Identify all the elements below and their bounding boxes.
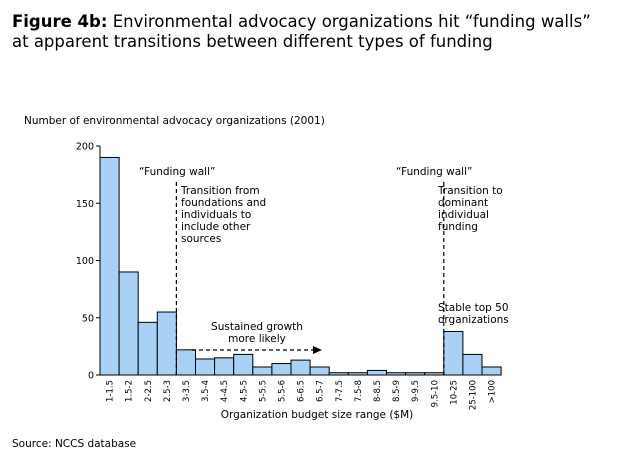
wall-annotation-line: individuals to bbox=[181, 209, 251, 221]
wall-annotation-line: Transition to bbox=[437, 185, 503, 197]
wall-annotation-line: dominant bbox=[438, 197, 488, 209]
x-tick-label: 5.5-6 bbox=[277, 380, 287, 402]
bar->100 bbox=[481, 366, 502, 376]
x-tick-label: 7-7.5 bbox=[335, 380, 345, 402]
growth-arrow-head bbox=[313, 346, 322, 354]
y-tick-label: 200 bbox=[76, 142, 94, 153]
x-tick-label: 1.5-2 bbox=[125, 380, 135, 402]
wall-annotation-line: funding bbox=[438, 221, 478, 233]
x-tick-label: 4.5-5 bbox=[239, 380, 249, 402]
growth-annotation-line: Sustained growth bbox=[211, 321, 303, 333]
wall-annotation-line: sources bbox=[181, 233, 221, 245]
x-tick-label: 6-6.5 bbox=[297, 380, 307, 402]
x-tick-label: 4-4.5 bbox=[220, 380, 230, 402]
bar-1.5-2 bbox=[118, 271, 139, 376]
x-tick-label: 25-100 bbox=[468, 380, 478, 410]
x-tick-label: 2.5-3 bbox=[163, 380, 173, 402]
x-tick-label: 6.5-7 bbox=[316, 380, 326, 402]
bar-1-1.5 bbox=[99, 156, 120, 376]
x-tick-label: 7.5-8 bbox=[354, 380, 364, 402]
bar-5-5.5 bbox=[252, 366, 273, 376]
y-tick-label: 50 bbox=[82, 313, 94, 324]
bar-6.5-7 bbox=[309, 366, 330, 376]
wall-annotation-line: Transition from bbox=[180, 185, 260, 197]
x-tick-label: >100 bbox=[488, 380, 498, 403]
bar-8-8.5 bbox=[366, 369, 387, 376]
x-tick-label: 3.5-4 bbox=[201, 380, 211, 402]
bar-2-2.5 bbox=[137, 321, 158, 376]
figure-title-text: Environmental advocacy organizations hit… bbox=[12, 12, 591, 51]
bar-4-4.5 bbox=[214, 357, 235, 376]
wall-annotation-line: foundations and bbox=[181, 197, 266, 209]
figure-number: Figure 4b: bbox=[12, 12, 108, 31]
stable-annotation-line: organizations bbox=[438, 314, 509, 326]
funding-wall-label: “Funding wall” bbox=[396, 166, 472, 178]
x-tick-label: 8-8.5 bbox=[373, 380, 383, 402]
y-axis-label: Number of environmental advocacy organiz… bbox=[24, 115, 325, 127]
x-tick-label: 2-2.5 bbox=[144, 380, 154, 402]
figure-title: Figure 4b: Environmental advocacy organi… bbox=[12, 12, 612, 52]
y-tick-label: 100 bbox=[76, 256, 94, 267]
y-tick-label: 0 bbox=[88, 371, 94, 382]
bar-3.5-4 bbox=[195, 358, 216, 376]
bar-10-25 bbox=[443, 330, 464, 376]
x-tick-label: 9.5-10 bbox=[430, 380, 440, 407]
growth-annotation-line: more likely bbox=[228, 333, 286, 345]
wall-annotation-line: individual bbox=[438, 209, 489, 221]
x-tick-label: 3-3.5 bbox=[182, 380, 192, 402]
bar-6-6.5 bbox=[290, 359, 311, 376]
bar-3-3.5 bbox=[175, 349, 196, 376]
x-tick-label: 5-5.5 bbox=[258, 380, 268, 402]
bar-25-100 bbox=[462, 353, 483, 376]
stable-annotation-line: Stable top 50 bbox=[438, 302, 509, 314]
source-note: Source: NCCS database bbox=[12, 438, 137, 450]
wall-annotation-line: include other bbox=[181, 221, 251, 233]
x-tick-label: 8.5-9 bbox=[392, 380, 402, 402]
bar-2.5-3 bbox=[156, 311, 177, 376]
y-tick-label: 150 bbox=[76, 199, 94, 210]
bar-4.5-5 bbox=[233, 353, 254, 376]
x-axis-label: Organization budget size range ($M) bbox=[221, 409, 414, 421]
bar-5.5-6 bbox=[271, 363, 292, 376]
x-tick-label: 1-1.5 bbox=[106, 380, 116, 402]
funding-wall-label: “Funding wall” bbox=[139, 166, 215, 178]
x-tick-label: 9-9.5 bbox=[411, 380, 421, 402]
x-tick-label: 10-25 bbox=[449, 380, 459, 405]
